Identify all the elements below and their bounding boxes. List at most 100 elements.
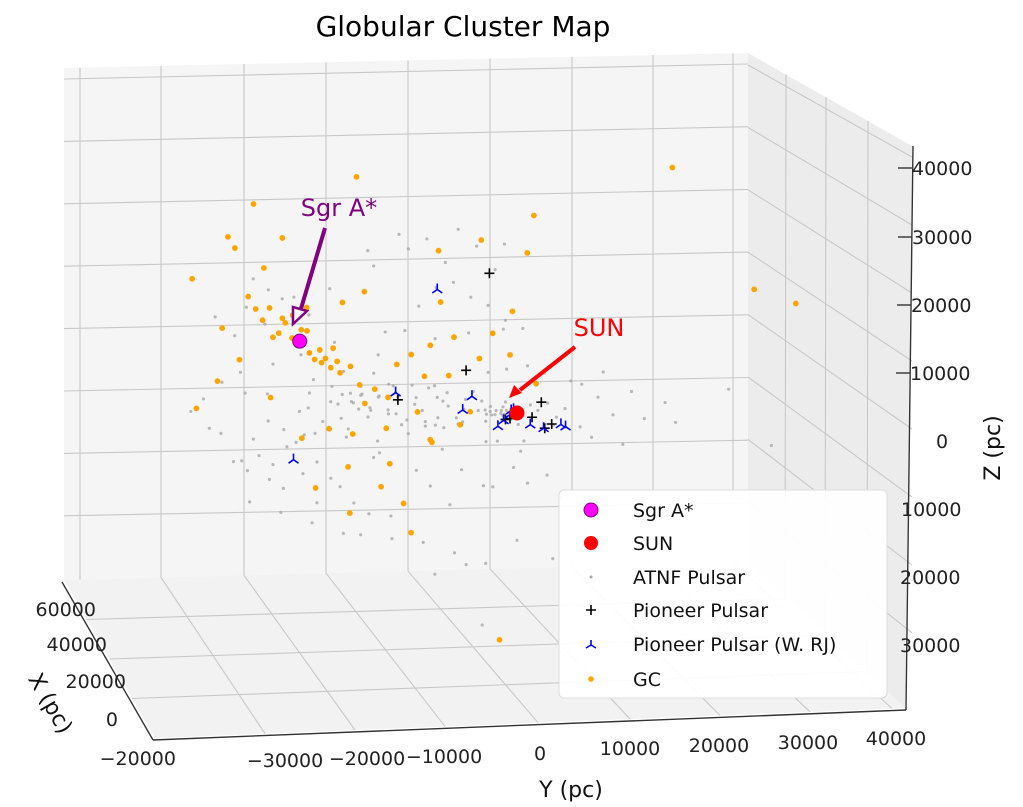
legend-item-pioneer-wrj: Pioneer Pulsar (W. RJ) [585, 634, 836, 656]
atnf-pulsar-point [238, 370, 243, 374]
atnf-pulsar-point [727, 387, 731, 391]
gc-point [361, 288, 368, 295]
gc-point [496, 636, 503, 643]
gc-point [318, 359, 325, 366]
gc-point [245, 293, 252, 300]
pioneer-pulsar-point [527, 412, 538, 423]
atnf-pulsar-point [301, 472, 305, 476]
gc-point [383, 425, 390, 432]
atnf-pulsar-point [611, 413, 615, 417]
y-tick-label: −10000 [406, 746, 482, 768]
gc-point [400, 500, 407, 507]
atnf-pulsar-point [414, 395, 418, 400]
legend-marker-atnf [589, 575, 593, 579]
atnf-pulsar-point [452, 551, 457, 555]
gc-point [330, 345, 336, 352]
atnf-pulsar-point [436, 416, 440, 420]
atnf-pulsar-point [282, 428, 286, 432]
atnf-pulsar-point [413, 402, 417, 406]
pioneer-pulsar-point [546, 419, 557, 429]
atnf-pulsar-point [467, 331, 471, 335]
y-tick-label: 20000 [689, 735, 749, 757]
atnf-pulsar-point [346, 427, 350, 431]
legend-item-sgr: Sgr A* [583, 500, 693, 522]
atnf-pulsar-point [399, 423, 404, 427]
z-tick-label: 30000 [912, 227, 972, 249]
gc-point [524, 249, 531, 256]
gc-point [339, 299, 346, 306]
atnf-pulsar-point [244, 305, 248, 309]
atnf-pulsar-point [505, 367, 509, 371]
atnf-pulsar-point [596, 395, 600, 399]
grid-line [747, 314, 913, 430]
gc-point [414, 409, 421, 415]
z-tick-label: 10000 [910, 363, 970, 385]
gc-point [378, 483, 384, 490]
atnf-pulsar-point [769, 443, 774, 448]
atnf-pulsar-point [554, 415, 558, 419]
atnf-pulsar-point [406, 432, 410, 436]
atnf-pulsar-point [454, 416, 458, 420]
atnf-pulsar-point [491, 485, 495, 489]
atnf-pulsar-point [578, 425, 582, 429]
atnf-pulsar-point [490, 413, 494, 417]
atnf-pulsar-point [502, 242, 507, 246]
atnf-pulsar-point [376, 353, 380, 357]
atnf-pulsar-point [433, 572, 437, 576]
atnf-pulsar-point [279, 510, 283, 514]
pioneer-pulsar-w-rj-point [492, 420, 504, 431]
gc-point [346, 510, 353, 517]
atnf-pulsar-point [332, 340, 337, 344]
atnf-pulsar-point [357, 407, 361, 411]
grid-line [747, 189, 913, 294]
atnf-pulsar-point [516, 422, 520, 427]
sgr-arrow-head [291, 305, 310, 327]
atnf-pulsar-point [251, 277, 255, 281]
atnf-pulsar-point [483, 408, 487, 412]
legend-marker-plus [586, 605, 596, 615]
atnf-pulsar-point [348, 391, 353, 395]
legend-label: Sgr A* [633, 500, 693, 522]
sun-arrow [518, 345, 577, 392]
atnf-pulsar-point [352, 501, 356, 505]
atnf-pulsar-point [673, 420, 678, 425]
y-tick-label: 30000 [778, 732, 838, 754]
atnf-pulsar-point [240, 459, 244, 463]
atnf-pulsar-point [311, 378, 316, 382]
gc-point [312, 485, 319, 491]
gc-point [435, 247, 442, 254]
gc-point [386, 460, 393, 467]
gc-point [478, 237, 485, 243]
gc-point [259, 317, 266, 324]
atnf-pulsar-point [265, 392, 269, 396]
gc-point [489, 330, 496, 337]
atnf-pulsar-point [280, 297, 284, 301]
atnf-pulsar-point [521, 326, 525, 331]
z-axis-label: Z (pc) [981, 415, 1006, 480]
atnf-pulsar-point [501, 327, 505, 331]
y-axis-line [152, 709, 907, 741]
gc-point [751, 286, 758, 293]
atnf-pulsar-point [480, 623, 484, 627]
atnf-pulsar-point [201, 397, 206, 401]
pioneer-pulsar-w-rj-point [538, 422, 550, 433]
atnf-pulsar-point [417, 304, 421, 308]
atnf-pulsar-point [480, 399, 484, 403]
sgr-arrow [298, 227, 327, 313]
atnf-pulsar-point [306, 406, 310, 410]
gc-point [231, 245, 238, 251]
gc-point [250, 201, 257, 207]
atnf-pulsar-point [263, 322, 267, 326]
atnf-pulsar-point [330, 384, 334, 389]
grid-line [63, 376, 749, 392]
sun-label: SUN [574, 314, 625, 342]
gc-point [266, 305, 273, 311]
gc-point [236, 356, 243, 363]
atnf-pulsar-point [484, 412, 489, 416]
gc-point [282, 319, 289, 326]
atnf-pulsar-point [433, 337, 437, 341]
grid-line [63, 439, 749, 454]
atnf-pulsar-point [403, 329, 407, 333]
atnf-pulsar-point [313, 431, 317, 435]
